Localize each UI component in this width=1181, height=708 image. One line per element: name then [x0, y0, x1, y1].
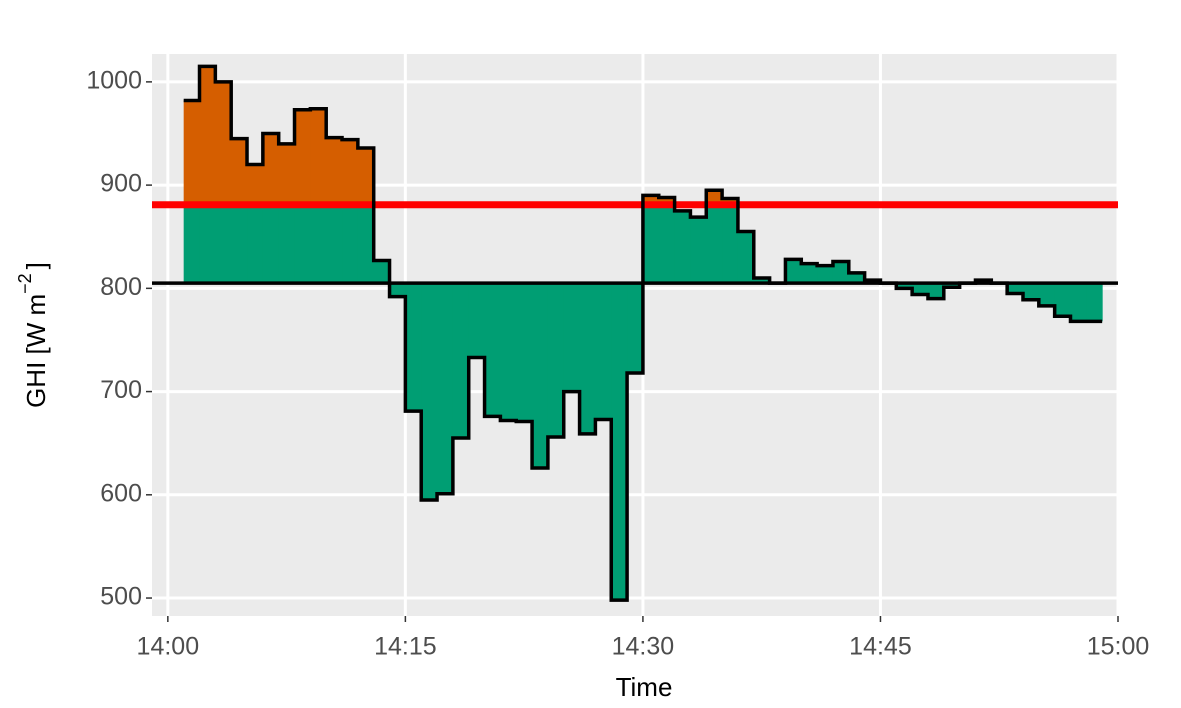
- below-area: [468, 283, 486, 358]
- below-area: [595, 283, 612, 420]
- above-area: [294, 109, 311, 205]
- below-area: [1054, 283, 1071, 317]
- above-area: [706, 190, 723, 205]
- y-tick-label: 500: [100, 583, 142, 611]
- y-tick-label: 600: [100, 479, 142, 507]
- below-area: [927, 283, 945, 299]
- below-area: [943, 283, 961, 288]
- below-area: [912, 283, 929, 295]
- below-area: [722, 204, 739, 284]
- below-area: [389, 283, 406, 297]
- below-area: [262, 204, 280, 284]
- below-area: [1038, 283, 1056, 306]
- below-area: [785, 259, 802, 284]
- above-area: [658, 197, 676, 205]
- below-area: [373, 260, 391, 284]
- x-tick-label: 14:45: [849, 633, 912, 661]
- below-area: [547, 283, 565, 437]
- x-tick-label: 15:00: [1087, 633, 1150, 661]
- below-area: [421, 283, 438, 500]
- below-area: [690, 217, 707, 284]
- below-area: [563, 283, 581, 392]
- above-area: [342, 139, 359, 205]
- below-area: [278, 204, 296, 284]
- below-area: [405, 283, 422, 412]
- below-area: [817, 265, 834, 284]
- below-area: [310, 204, 327, 284]
- below-area: [737, 231, 755, 284]
- y-tick-label: 700: [100, 376, 142, 404]
- below-area: [484, 283, 501, 417]
- below-area: [437, 283, 454, 494]
- below-area: [1086, 283, 1103, 322]
- below-area: [215, 204, 232, 284]
- x-tick-label: 14:30: [612, 633, 675, 661]
- below-area: [500, 283, 517, 421]
- below-area: [231, 204, 248, 284]
- grid: [152, 54, 1120, 616]
- y-title-end: ]: [21, 262, 51, 269]
- below-area: [642, 204, 660, 284]
- above-area: [262, 133, 280, 205]
- y-title-sup: −2: [15, 273, 35, 294]
- step-line: [183, 64, 1103, 602]
- below-area: [1022, 283, 1040, 300]
- below-area: [579, 283, 596, 434]
- above-area: [183, 100, 201, 205]
- axes: 500 600 700 800 900 1000 14:00 14:15 14:30 14:45 1…: [86, 66, 1149, 660]
- above-area: [247, 164, 264, 205]
- above-area: [310, 108, 327, 205]
- above-area: [642, 195, 660, 205]
- below-area: [627, 283, 644, 373]
- below-area: [848, 272, 866, 284]
- above-area: [231, 138, 248, 205]
- marks: [152, 66, 1118, 601]
- y-tick-label: 1000: [86, 66, 142, 94]
- y-tick-label: 800: [100, 273, 142, 301]
- y-tick-label: 900: [100, 170, 142, 198]
- below-area: [832, 261, 850, 284]
- below-area: [674, 210, 691, 284]
- below-area: [896, 283, 913, 289]
- below-area: [753, 278, 771, 284]
- y-title-main: GHI [W m: [21, 294, 51, 408]
- above-area: [215, 81, 232, 205]
- below-area: [801, 263, 818, 284]
- x-axis-title: Time: [616, 672, 673, 702]
- below-area: [247, 204, 264, 284]
- below-area: [342, 204, 359, 284]
- x-tick-label: 14:15: [374, 633, 437, 661]
- below-area: [611, 283, 628, 601]
- below-area: [199, 204, 216, 284]
- y-axis-title: GHI [W m−2]: [15, 262, 51, 408]
- below-area: [326, 204, 343, 284]
- below-area: [658, 204, 676, 284]
- above-area: [357, 147, 375, 205]
- below-area: [452, 283, 470, 439]
- above-area: [278, 143, 296, 205]
- below-area: [357, 204, 375, 284]
- below-area: [1007, 283, 1024, 294]
- below-area: [516, 283, 533, 422]
- below-area: [706, 204, 723, 284]
- below-area: [1070, 283, 1087, 322]
- below-area: [294, 204, 311, 284]
- below-area: [532, 283, 549, 468]
- above-area: [199, 66, 216, 205]
- below-area: [183, 204, 201, 284]
- above-area: [326, 137, 343, 205]
- x-tick-label: 14:00: [137, 633, 200, 661]
